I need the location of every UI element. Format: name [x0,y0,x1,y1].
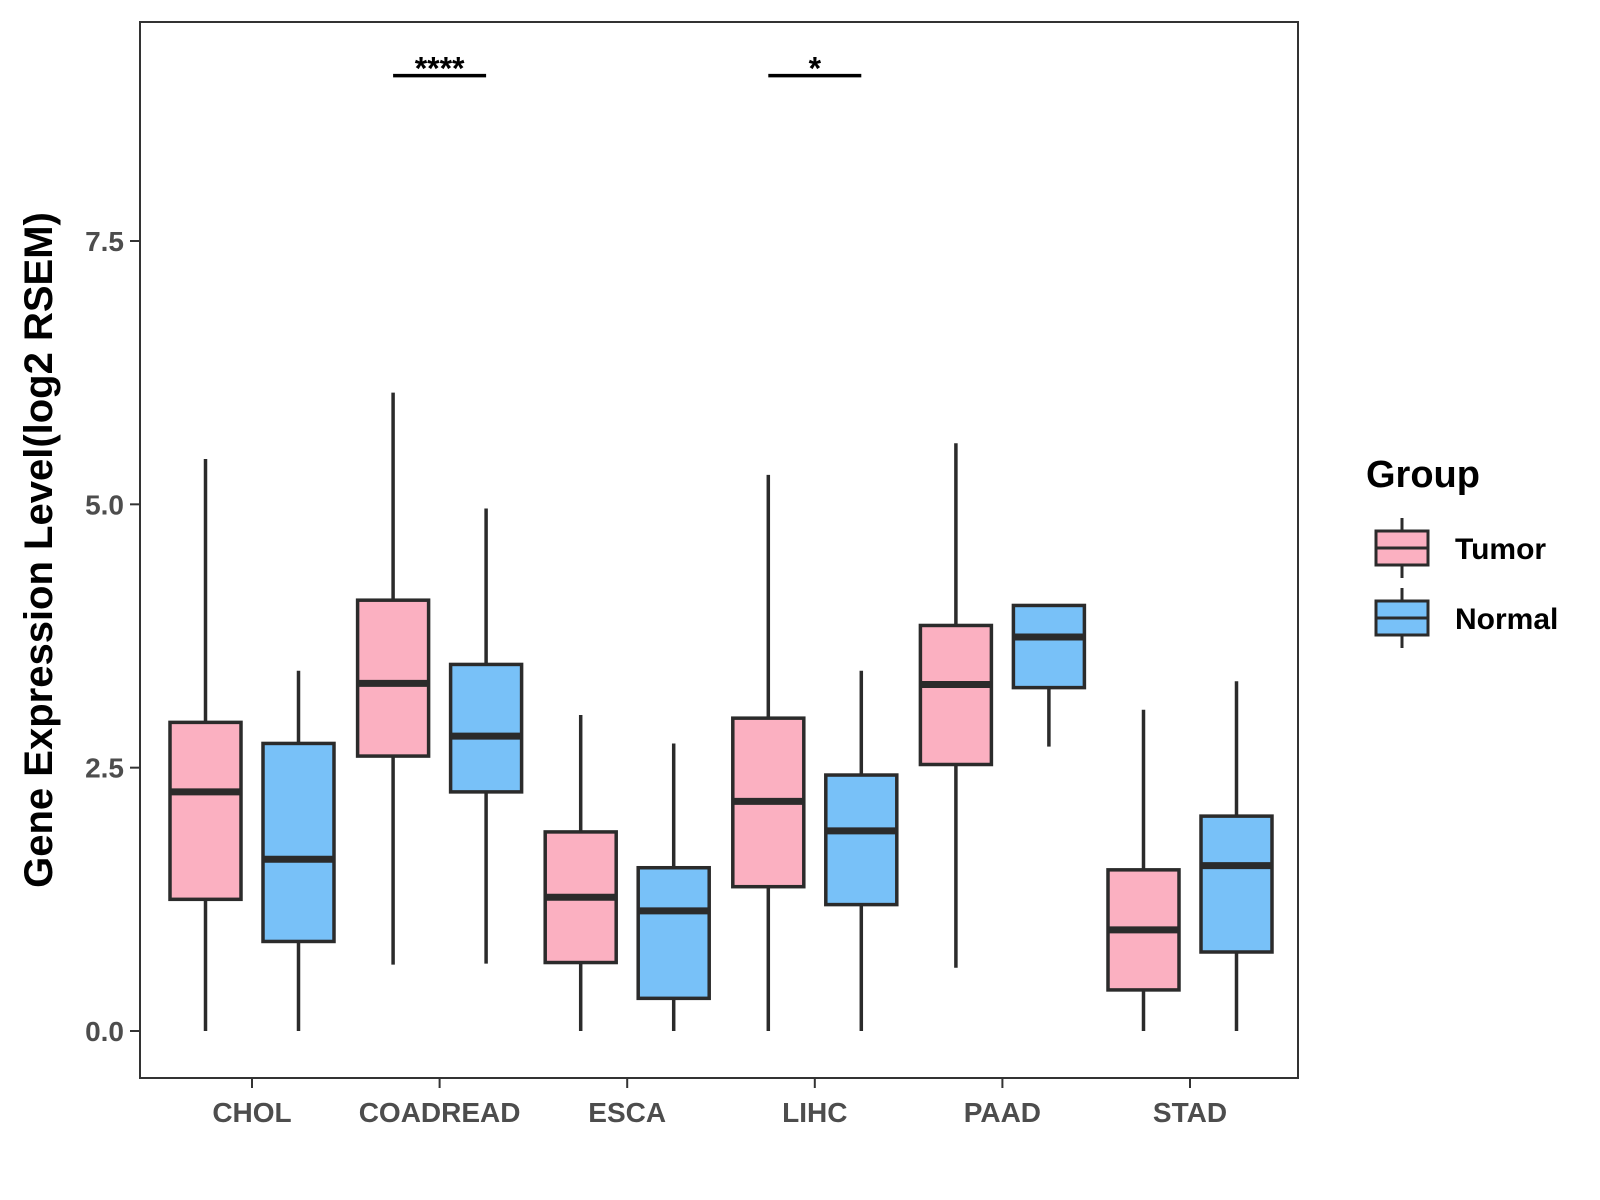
box-body [824,773,899,907]
box-tumor-paad [918,443,994,968]
x-tick-label: STAD [1153,1097,1227,1128]
box-tumor-lihc [731,474,806,1031]
y-tick-label: 5.0 [85,489,124,520]
legend-label: Normal [1455,603,1558,636]
box-body [448,662,524,794]
box-body [918,623,994,767]
box-normal-esca [636,743,711,1031]
legend-label: Tumor [1455,533,1546,566]
box-normal-stad [1199,681,1274,1031]
y-axis: 0.0 2.5 5.0 7.5 [85,226,140,1047]
box-body [355,598,431,758]
box-tumor-coadread [355,392,431,965]
box-tumor-stad [1106,709,1181,1031]
box-normal-paad [1011,603,1087,747]
significance-annotations: **** * [393,51,862,87]
y-tick-label: 0.0 [85,1016,124,1047]
box-body [636,865,711,1001]
box-body [168,720,243,902]
x-tick-label: PAAD [964,1097,1041,1128]
box-tumor-chol [168,459,243,1031]
legend-key-tumor: Tumor [1374,518,1546,578]
legend-key-normal: Normal [1374,588,1558,648]
box-normal-coadread [448,508,524,964]
box-tumor-esca [543,715,618,1031]
box-body [1011,603,1087,690]
significance-label: * [809,51,822,87]
box-body [1199,814,1274,954]
box-normal-lihc [824,670,899,1031]
x-tick-label: ESCA [588,1097,666,1128]
significance-label: **** [415,51,465,87]
x-tick-label: CHOL [212,1097,291,1128]
box-body [261,741,336,944]
legend-title: Group [1366,454,1480,496]
legend: Group Tumor Normal [1366,454,1558,648]
y-axis-title: Gene Expression Level(log2 RSEM) [17,212,61,888]
x-axis: CHOL COADREAD ESCA LIHC PAAD STAD [212,1078,1227,1128]
y-tick-label: 7.5 [85,226,124,257]
y-tick-label: 2.5 [85,753,124,784]
box-normal-chol [261,670,336,1031]
x-tick-label: COADREAD [359,1097,521,1128]
x-tick-label: LIHC [782,1097,847,1128]
legend-keys: Tumor Normal [1374,518,1558,648]
box-series [168,392,1274,1031]
